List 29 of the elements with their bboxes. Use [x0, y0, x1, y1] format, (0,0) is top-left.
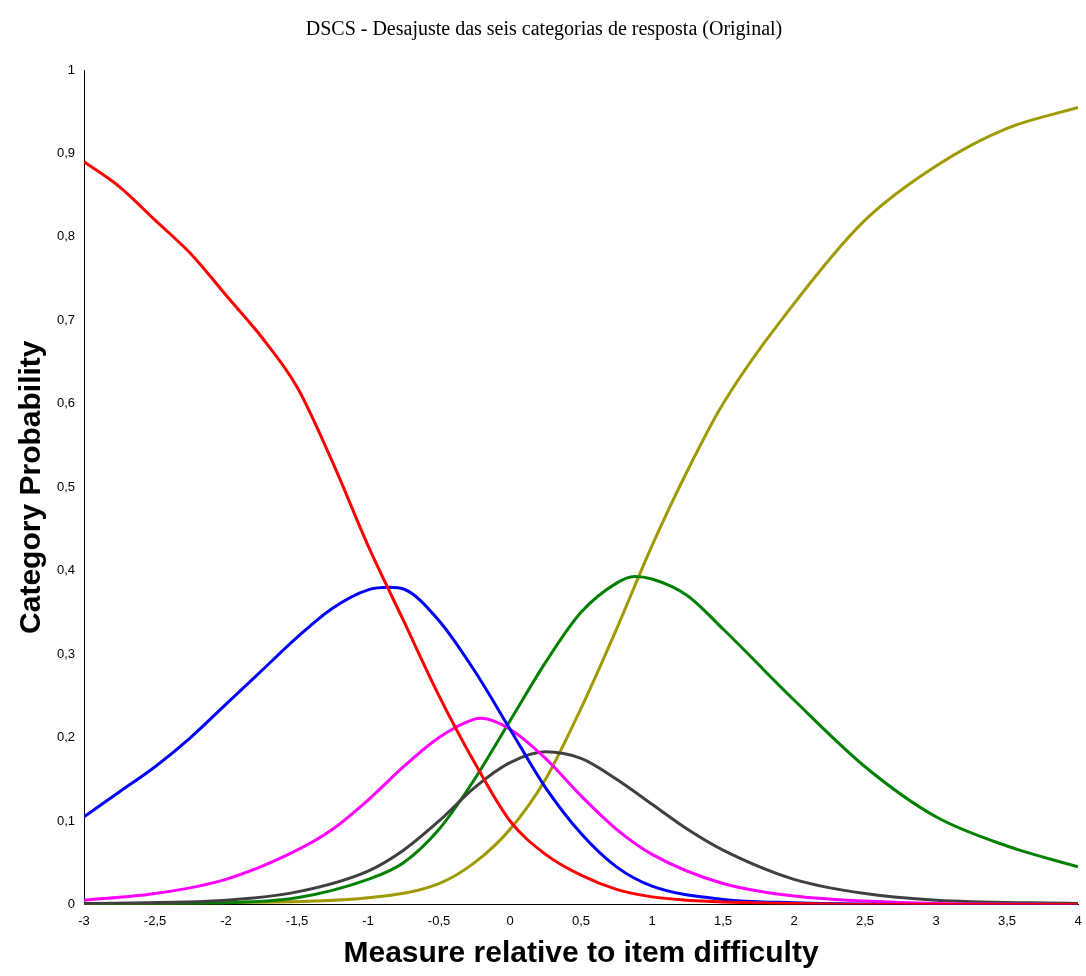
x-tick-label: -2,5 [143, 912, 167, 928]
x-tick-label: 2 [790, 912, 798, 928]
x-tick-label: -1,5 [285, 912, 309, 928]
x-tick-label: 4 [1074, 912, 1082, 928]
y-tick-label: 0,3 [56, 645, 76, 661]
x-tick-label: 3 [932, 912, 940, 928]
y-tick-label: 0,8 [56, 228, 76, 244]
x-tick-label: -3 [78, 912, 90, 928]
x-tick-label: -0,5 [427, 912, 451, 928]
y-tick-label: 0,2 [56, 729, 76, 745]
x-tick-label: 0,5 [572, 912, 591, 928]
chart-title: DSCS - Desajuste das seis categorias de resposta (Original) [305, 17, 783, 41]
x-axis-title: Measure relative to item difficulty [343, 935, 819, 969]
y-tick-label: 0,4 [56, 562, 76, 578]
y-tick-label: 0,6 [56, 395, 76, 411]
x-tick-label: 2,5 [855, 912, 875, 928]
y-tick-label: 0 [67, 895, 76, 911]
x-tick-label: 1 [648, 912, 656, 928]
x-tick-label: 3,5 [997, 912, 1017, 928]
x-tick-label: 1,5 [713, 912, 733, 928]
y-tick-label: 0,7 [56, 311, 76, 327]
x-tick-label: -1 [362, 912, 374, 928]
y-tick-label: 0,5 [56, 478, 76, 494]
x-tick-label: 0 [506, 912, 514, 928]
y-tick-label: 0,9 [56, 145, 76, 161]
y-axis-title: Category Probability [13, 340, 47, 634]
y-tick-label: 1 [67, 61, 76, 77]
y-tick-label: 0,1 [56, 812, 76, 828]
x-tick-label: -2 [220, 912, 232, 928]
